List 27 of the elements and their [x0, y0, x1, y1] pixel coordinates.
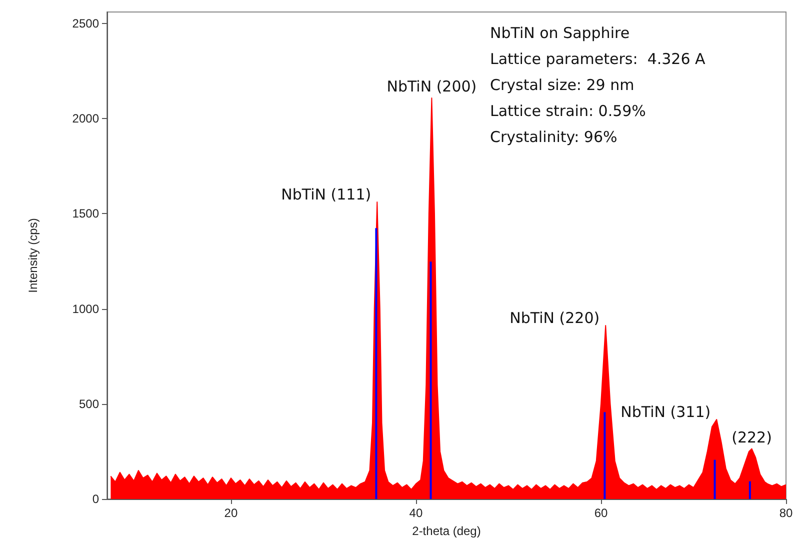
y-tick-label: 0 — [92, 492, 100, 506]
annotation: Lattice parameters: 4.326 A — [490, 50, 706, 68]
x-tick-label: 80 — [779, 506, 793, 520]
y-axis-title: Intensity (cps) — [26, 218, 40, 293]
annotation: NbTiN (220) — [510, 309, 600, 328]
bar — [714, 460, 716, 499]
bar — [604, 412, 606, 499]
annotation: Crystal size: 29 nm — [490, 76, 634, 94]
annotation: NbTiN (111) — [281, 186, 372, 204]
bar — [375, 228, 378, 499]
y-tick-label: 500 — [78, 396, 100, 411]
y-tick-label: 1000 — [72, 302, 100, 316]
annotation: NbTiN (200) — [386, 77, 477, 96]
y-tick-label: 2000 — [72, 112, 100, 126]
bar — [748, 481, 751, 499]
x-axis-title: 2-theta (deg) — [412, 524, 481, 538]
annotation: NbTiN (311) — [620, 402, 711, 421]
y-tick-label: 1500 — [72, 206, 100, 221]
annotation: (222) — [732, 428, 772, 446]
annotation: Crystalinity: 96% — [490, 128, 618, 146]
bar — [430, 262, 432, 499]
y-tick-label: 2500 — [72, 16, 100, 30]
x-tick-label: 60 — [594, 506, 608, 520]
annotation: NbTiN on Sapphire — [490, 24, 630, 42]
x-tick-label: 20 — [224, 506, 238, 520]
annotation: Lattice strain: 0.59% — [490, 102, 646, 120]
x-tick-label: 40 — [409, 506, 423, 520]
